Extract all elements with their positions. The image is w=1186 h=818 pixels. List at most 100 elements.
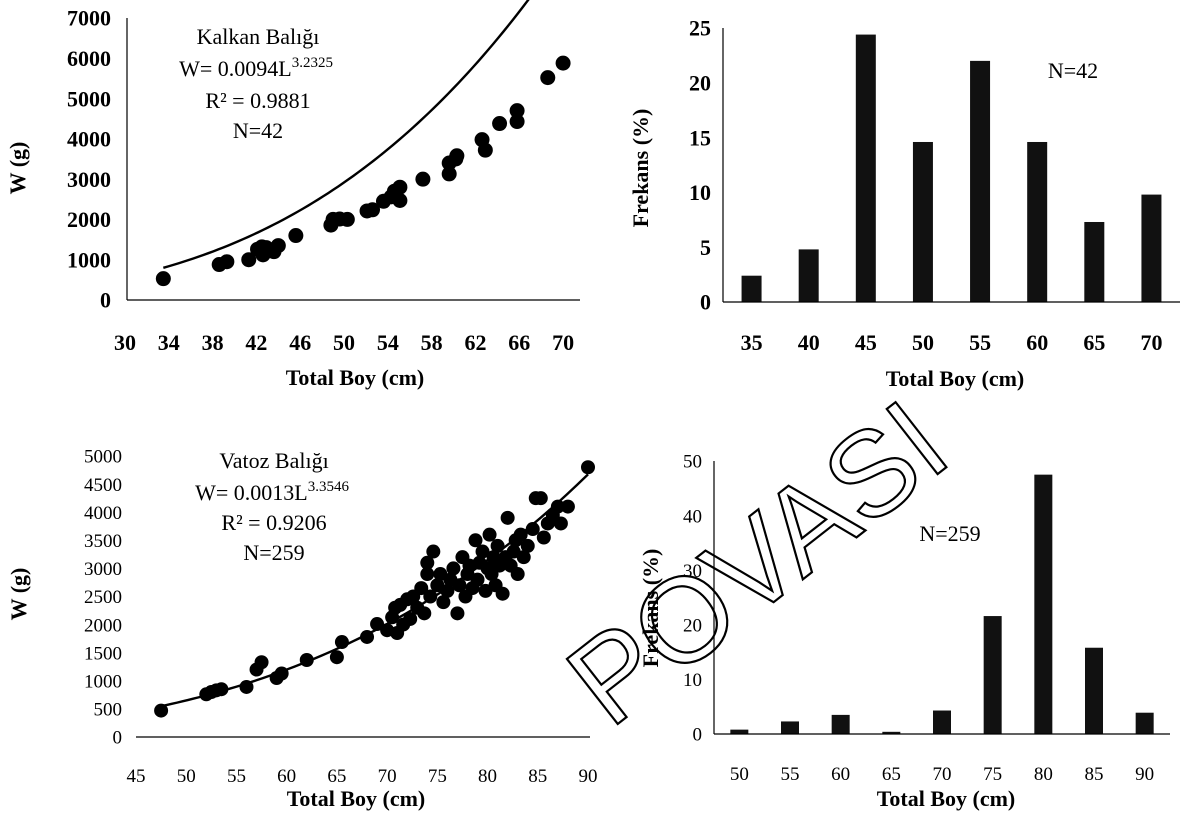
x-tick-label: 85 [1085,764,1104,785]
x-tick-label: 80 [478,766,497,787]
bar [1034,474,1053,734]
y-tick-label: 10 [683,670,702,691]
x-tick-label: 38 [202,330,224,355]
bar [855,34,876,303]
x-axis-title: Total Boy (cm) [286,365,425,390]
y-tick-label: 5000 [67,86,111,111]
x-tick-label: 50 [912,330,934,355]
y-tick-label: 2000 [67,207,111,232]
bar [831,714,850,734]
data-point [403,611,418,626]
y-tick-label: 1000 [67,247,111,272]
data-point [449,148,465,164]
x-tick-label: 60 [1026,330,1048,355]
data-point [392,192,408,208]
bar [741,275,762,302]
y-tick-label: 5000 [84,447,122,468]
x-axis-title: Total Boy (cm) [886,366,1025,391]
y-tick-label: 7000 [67,6,111,31]
x-axis-title: Total Boy (cm) [877,786,1016,811]
x-tick-label: 60 [277,766,296,787]
data-point [560,499,575,514]
data-point [299,653,314,668]
data-point [214,682,229,697]
x-axis-title: Total Boy (cm) [287,786,426,811]
x-tick-label: 65 [327,766,346,787]
data-point [500,510,515,525]
equation-label: W= 0.0094L3.2325 [179,55,333,81]
y-tick-label: 10 [689,180,711,205]
watermark-text: POVASI [544,375,972,750]
x-tick-label: 75 [983,764,1002,785]
x-tick-label: 55 [227,766,246,787]
x-tick-label: 55 [969,330,991,355]
n-label: N=42 [1048,58,1098,83]
data-point [533,491,548,506]
y-tick-label: 20 [689,71,711,96]
x-tick-label: 80 [1034,764,1053,785]
x-tick-label: 46 [289,330,311,355]
x-tick-label: 45 [127,766,146,787]
data-point [509,114,525,130]
data-point [436,595,451,610]
data-point [510,567,525,582]
data-point [288,228,304,244]
y-axis-title: W (g) [6,568,31,621]
x-tick-label: 58 [421,330,443,355]
x-tick-label: 70 [1140,330,1162,355]
x-tick-label: 50 [177,766,196,787]
data-point [241,252,257,268]
x-tick-label: 65 [1083,330,1105,355]
x-tick-label: 90 [579,766,598,787]
bar [1141,194,1162,302]
y-tick-label: 3000 [67,167,111,192]
data-point [555,55,571,71]
x-tick-label: 45 [855,330,877,355]
bar [1135,712,1154,734]
bar [1084,221,1105,302]
data-point [468,533,483,548]
equation-base: W= 0.0094L [179,56,292,81]
data-point [420,567,435,582]
x-tick-label: 50 [333,330,355,355]
data-point [516,550,531,565]
data-point [274,666,289,681]
x-tick-label: 70 [552,330,574,355]
x-tick-label: 30 [114,330,136,355]
y-tick-label: 500 [94,700,123,721]
data-point [550,499,565,514]
data-point [553,516,568,531]
data-point [520,538,535,553]
equation-label: W= 0.0013L3.3546 [195,479,349,505]
bar [983,616,1002,734]
y-tick-label: 2000 [84,615,122,636]
data-point [365,202,381,218]
data-point [219,254,235,270]
y-tick-label: 4000 [84,503,122,524]
data-point [370,617,385,632]
bar [912,141,933,302]
data-point [492,116,508,132]
data-point [475,544,490,559]
x-tick-label: 75 [428,766,447,787]
data-point [450,606,465,621]
y-tick-label: 3500 [84,531,122,552]
x-tick-label: 40 [798,330,820,355]
bar-panel-vatoz: 0 10 20 30 40 50 50 55 60 65 70 75 80 85 90 N=259 Tota… [638,452,1170,811]
bar [933,710,951,734]
data-point [154,703,169,718]
equation-exponent: 3.2325 [292,55,333,71]
y-tick-label: 4500 [84,475,122,496]
data-point [513,527,528,542]
y-axis-title: Frekans (%) [638,549,663,668]
y-tick-label: 0 [100,288,111,313]
data-point [495,586,510,601]
bar-panel-kalkan: 0 5 10 15 20 25 35 40 45 50 55 60 65 70 N=42 Total Bo… [628,16,1180,391]
data-point [446,561,461,576]
bar [798,249,819,302]
y-tick-label: 0 [700,290,711,315]
x-tick-label: 70 [378,766,397,787]
x-tick-label: 85 [528,766,547,787]
data-point [334,635,349,650]
